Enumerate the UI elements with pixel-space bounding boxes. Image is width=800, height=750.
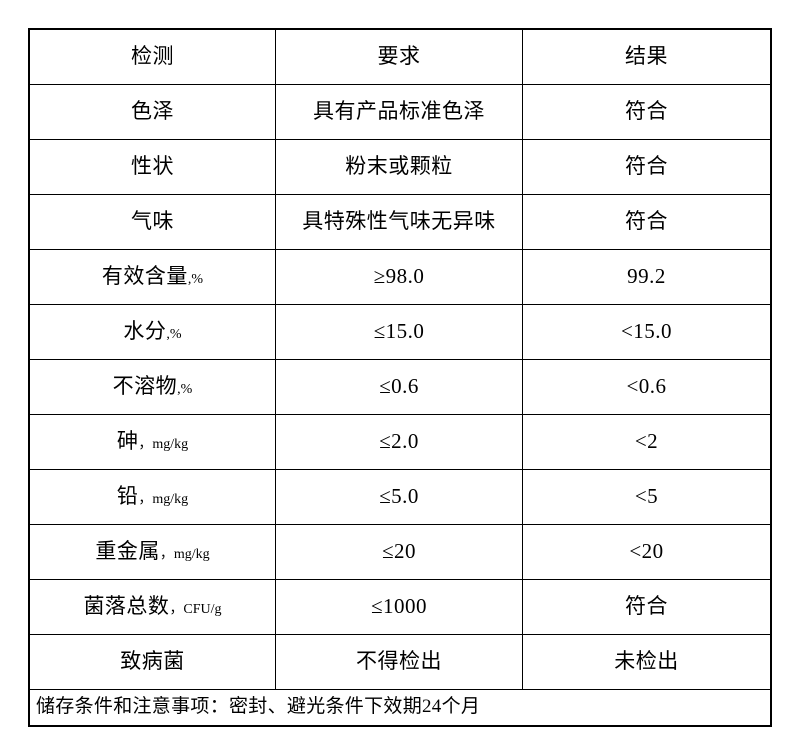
item-unit: ，mg/kg (138, 437, 189, 453)
column-header-result-label: 结果 (625, 44, 668, 69)
cell-requirement: ≤1000 (275, 579, 523, 635)
result-value: <5 (634, 484, 659, 509)
cell-result: 未检出 (522, 634, 771, 690)
cell-result: 符合 (522, 84, 771, 140)
cell-requirement: 粉末或颗粒 (275, 139, 523, 195)
cell-item: 重金属，mg/kg (29, 524, 276, 580)
item-label: 不溶物,% (112, 374, 193, 399)
requirement-value: ≤15.0 (373, 319, 425, 344)
cell-result: 符合 (522, 579, 771, 635)
table-row: 重金属，mg/kg ≤20 <20 (29, 524, 771, 580)
cell-requirement: ≤20 (275, 524, 523, 580)
requirement-value: 粉末或颗粒 (345, 154, 453, 179)
cell-item: 致病菌 (29, 634, 276, 690)
cell-item: 有效含量,% (29, 249, 276, 305)
result-value: <15.0 (620, 319, 673, 344)
requirement-value: 不得检出 (356, 649, 442, 674)
table-row: 菌落总数，CFU/g ≤1000 符合 (29, 579, 771, 635)
cell-result: <2 (522, 414, 771, 470)
cell-item: 性状 (29, 139, 276, 195)
table-row: 铅，mg/kg ≤5.0 <5 (29, 469, 771, 525)
cell-item: 色泽 (29, 84, 276, 140)
cell-item: 气味 (29, 194, 276, 250)
item-unit: ，mg/kg (138, 492, 189, 508)
item-label: 水分,% (123, 319, 182, 344)
cell-requirement: 不得检出 (275, 634, 523, 690)
storage-note-cell: 储存条件和注意事项：密封、避光条件下效期24个月 (29, 689, 771, 726)
result-value: 符合 (625, 209, 668, 234)
cell-result: 符合 (522, 194, 771, 250)
cell-item: 铅，mg/kg (29, 469, 276, 525)
item-label: 色泽 (131, 99, 174, 124)
item-unit: ,% (177, 382, 193, 398)
cell-result: <0.6 (522, 359, 771, 415)
column-header-requirement-label: 要求 (377, 44, 421, 69)
item-unit: ,% (166, 327, 182, 343)
product-specification-table: 检测 要求 结果 色泽 具有产品标准色泽 符合 性状 粉末或颗粒 符合 (28, 28, 772, 727)
cell-requirement: ≥98.0 (275, 249, 523, 305)
cell-result: 99.2 (522, 249, 771, 305)
storage-note-text: 储存条件和注意事项：密封、避光条件下效期24个月 (36, 696, 481, 718)
table-body: 检测 要求 结果 色泽 具有产品标准色泽 符合 性状 粉末或颗粒 符合 (29, 29, 771, 726)
requirement-value: ≤1000 (370, 594, 428, 619)
table-header-row: 检测 要求 结果 (29, 29, 771, 85)
column-header-item: 检测 (29, 29, 276, 85)
cell-item: 砷，mg/kg (29, 414, 276, 470)
requirement-value: ≥98.0 (373, 264, 425, 289)
requirement-value: 具特殊性气味无异味 (302, 209, 496, 234)
column-header-item-label: 检测 (131, 44, 174, 69)
table-row: 性状 粉末或颗粒 符合 (29, 139, 771, 195)
cell-item: 水分,% (29, 304, 276, 360)
requirement-value: ≤2.0 (379, 429, 419, 454)
cell-requirement: ≤15.0 (275, 304, 523, 360)
cell-result: <20 (522, 524, 771, 580)
requirement-value: ≤5.0 (379, 484, 419, 509)
item-label: 有效含量,% (101, 264, 204, 289)
result-value: <2 (634, 429, 659, 454)
cell-result: <15.0 (522, 304, 771, 360)
table-row: 有效含量,% ≥98.0 99.2 (29, 249, 771, 305)
result-value: 99.2 (627, 264, 666, 289)
requirement-value: 具有产品标准色泽 (313, 99, 485, 124)
result-value: 符合 (625, 154, 668, 179)
requirement-value: ≤20 (381, 539, 417, 564)
cell-item: 菌落总数，CFU/g (29, 579, 276, 635)
cell-item: 不溶物,% (29, 359, 276, 415)
result-value: 符合 (625, 99, 668, 124)
item-label: 菌落总数，CFU/g (83, 594, 222, 619)
table-row: 气味 具特殊性气味无异味 符合 (29, 194, 771, 250)
requirement-value: ≤0.6 (379, 374, 419, 399)
table-row: 不溶物,% ≤0.6 <0.6 (29, 359, 771, 415)
cell-requirement: ≤2.0 (275, 414, 523, 470)
result-value: 符合 (625, 594, 668, 619)
cell-result: <5 (522, 469, 771, 525)
item-label: 砷，mg/kg (116, 429, 189, 454)
result-value: <0.6 (626, 374, 667, 399)
result-value: <20 (629, 539, 664, 564)
table-row: 致病菌 不得检出 未检出 (29, 634, 771, 690)
item-label: 致病菌 (120, 649, 185, 674)
cell-requirement: 具有产品标准色泽 (275, 84, 523, 140)
storage-note-row: 储存条件和注意事项：密封、避光条件下效期24个月 (29, 689, 771, 726)
table-row: 色泽 具有产品标准色泽 符合 (29, 84, 771, 140)
cell-requirement: ≤0.6 (275, 359, 523, 415)
cell-result: 符合 (522, 139, 771, 195)
cell-requirement: ≤5.0 (275, 469, 523, 525)
item-unit: ,% (187, 272, 204, 288)
item-unit: ，CFU/g (169, 602, 222, 618)
table-row: 水分,% ≤15.0 <15.0 (29, 304, 771, 360)
cell-requirement: 具特殊性气味无异味 (275, 194, 523, 250)
column-header-requirement: 要求 (275, 29, 523, 85)
result-value: 未检出 (614, 649, 679, 674)
item-label: 性状 (131, 154, 174, 179)
column-header-result: 结果 (522, 29, 771, 85)
item-label: 重金属，mg/kg (95, 539, 210, 564)
item-label: 铅，mg/kg (116, 484, 189, 509)
item-label: 气味 (131, 209, 174, 234)
item-unit: ，mg/kg (159, 547, 210, 563)
table-row: 砷，mg/kg ≤2.0 <2 (29, 414, 771, 470)
